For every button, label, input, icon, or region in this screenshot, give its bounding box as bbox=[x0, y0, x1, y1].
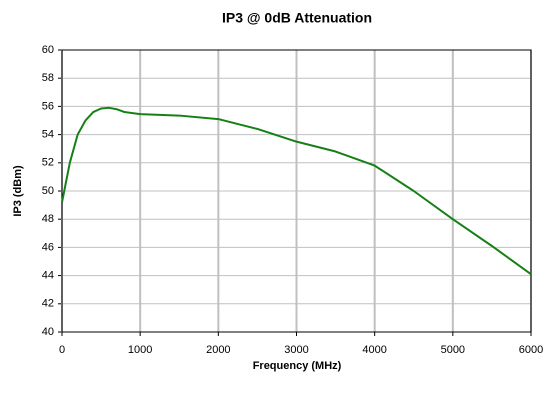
y-tick-label: 46 bbox=[42, 241, 54, 253]
y-tick-label: 56 bbox=[42, 100, 54, 112]
x-axis-label: Frequency (MHz) bbox=[253, 360, 342, 372]
x-tick-label: 4000 bbox=[362, 344, 386, 356]
x-tick-label: 5000 bbox=[441, 344, 465, 356]
y-tick-label: 42 bbox=[42, 298, 54, 310]
y-tick-label: 60 bbox=[42, 44, 54, 56]
x-tick-label: 6000 bbox=[519, 344, 543, 356]
y-tick-label: 44 bbox=[42, 270, 54, 282]
chart-title: IP3 @ 0dB Attenuation bbox=[222, 10, 372, 26]
y-axis-label: IP3 (dBm) bbox=[12, 165, 24, 217]
x-tick-label: 3000 bbox=[284, 344, 308, 356]
y-tick-label: 52 bbox=[42, 157, 54, 169]
y-tick-label: 40 bbox=[42, 326, 54, 338]
data-line bbox=[61, 106, 532, 276]
x-tick-label: 2000 bbox=[206, 344, 230, 356]
y-tick-label: 48 bbox=[42, 213, 54, 225]
x-tick-label: 0 bbox=[59, 344, 65, 356]
y-tick-label: 50 bbox=[42, 185, 54, 197]
plot-border bbox=[61, 49, 532, 333]
y-tick-label: 54 bbox=[42, 129, 54, 141]
x-tick-label: 1000 bbox=[128, 344, 152, 356]
y-tick-label: 58 bbox=[42, 72, 54, 84]
